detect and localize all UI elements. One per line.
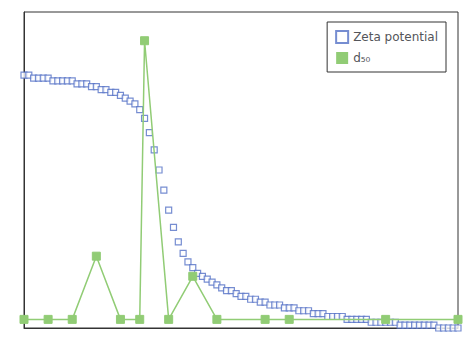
svg-text:Zeta potential: Zeta potential (353, 30, 438, 44)
svg-text:d₅₀: d₅₀ (353, 51, 370, 65)
